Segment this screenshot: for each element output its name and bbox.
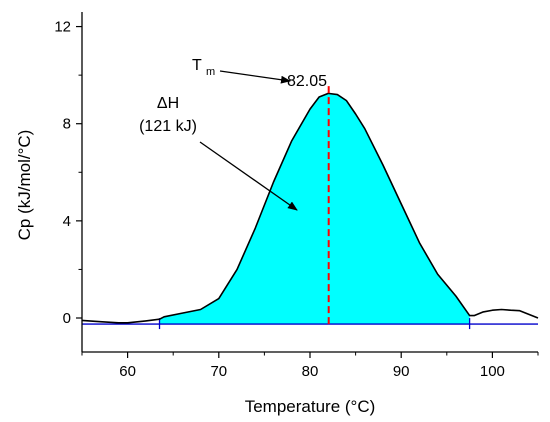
delta-h-label: ΔH xyxy=(157,95,179,112)
y-tick-label: 8 xyxy=(63,116,71,133)
enthalpy-area xyxy=(159,93,470,325)
tm-subscript: m xyxy=(206,66,215,78)
tm-value-label: 82.05 xyxy=(287,73,327,90)
annotations: T m 82.05 ΔH (121 kJ) xyxy=(139,57,327,211)
y-axis-label: Cp (kJ/mol/°C) xyxy=(15,130,34,241)
x-tick-label: 100 xyxy=(480,363,505,380)
y-tick-label: 12 xyxy=(54,19,71,36)
y-tick-label: 4 xyxy=(63,213,71,230)
cp-curve xyxy=(81,92,539,324)
y-tick-label: 0 xyxy=(63,310,71,327)
x-tick-label: 80 xyxy=(302,363,319,380)
x-axis-label: Temperature (°C) xyxy=(245,397,376,416)
delta-h-arrow xyxy=(199,141,298,211)
delta-h-value-label: (121 kJ) xyxy=(139,118,197,135)
x-tick-label: 90 xyxy=(393,363,410,380)
x-tick-label: 60 xyxy=(119,363,136,380)
tm-arrow xyxy=(219,70,291,84)
x-tick-label: 70 xyxy=(210,363,227,380)
plot-layer xyxy=(81,85,539,330)
tm-symbol: T xyxy=(192,57,202,74)
ticks: 60 70 80 90 100 0 4 8 12 xyxy=(54,19,539,380)
tm-symbol-label: T m xyxy=(192,57,215,78)
